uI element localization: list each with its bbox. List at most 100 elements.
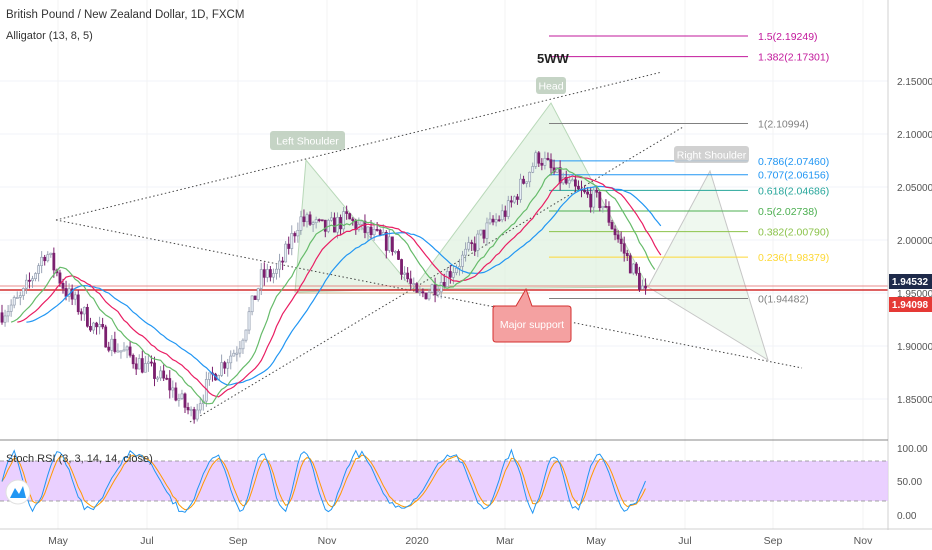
candle-body xyxy=(70,288,74,300)
time-tick-label: May xyxy=(48,535,69,547)
candle-body xyxy=(174,387,178,401)
candle-body xyxy=(516,196,519,200)
fib-level-label: 0.786(2.07460) xyxy=(758,156,829,168)
candle-body xyxy=(345,211,349,214)
candle-body xyxy=(577,185,580,190)
candle-body xyxy=(189,409,193,411)
candle-body xyxy=(180,393,184,399)
candle-body xyxy=(500,210,504,221)
stoch-label: Stoch RSI (3, 3, 14, 14, close) xyxy=(6,453,153,465)
right-shoulder-shape xyxy=(647,169,769,362)
candle-body xyxy=(15,297,19,299)
candle-body xyxy=(43,256,47,262)
time-tick-label: Nov xyxy=(318,535,337,547)
price-tick-label: 1.85000 xyxy=(897,395,932,406)
candles xyxy=(0,150,647,424)
candle-body xyxy=(320,219,324,222)
candle-body xyxy=(308,214,312,225)
price-pane xyxy=(0,0,888,440)
candle-body xyxy=(40,256,44,266)
price-tick-label: 1.95000 xyxy=(897,289,932,300)
candle-body xyxy=(296,230,300,237)
candle-body xyxy=(403,272,407,275)
candle-body xyxy=(512,196,516,203)
candle-body xyxy=(24,279,28,289)
candle-body xyxy=(400,259,403,275)
tradingview-logo-icon[interactable] xyxy=(5,479,31,505)
candle-body xyxy=(519,178,522,200)
time-tick-label: Jul xyxy=(140,535,153,547)
candle-body xyxy=(58,272,62,284)
candle-body xyxy=(634,263,638,274)
alligator-lines xyxy=(10,167,662,405)
candle-body xyxy=(570,179,574,182)
candle-body xyxy=(503,210,507,217)
candle-body xyxy=(171,387,175,391)
wave-label: 5WW xyxy=(537,51,570,66)
candle-body xyxy=(162,370,166,379)
candle-body xyxy=(506,200,510,217)
support-price-text: 1.94098 xyxy=(892,300,929,311)
alligator-lips-line xyxy=(10,167,656,405)
candle-body xyxy=(3,315,7,323)
candle-body xyxy=(235,352,239,355)
candle-body xyxy=(76,294,80,313)
candle-body xyxy=(485,222,489,239)
fib-level-label: 0.236(1.98379) xyxy=(758,252,829,264)
candle-body xyxy=(268,269,272,278)
fib-level-label: 0.5(2.02738) xyxy=(758,206,818,218)
candle-body xyxy=(369,226,373,236)
candle-body xyxy=(92,322,95,331)
price-tick-label: 1.90000 xyxy=(897,342,932,353)
candle-body xyxy=(192,409,196,420)
candle-body xyxy=(317,219,321,222)
candle-body xyxy=(366,226,370,233)
candle-body xyxy=(488,218,492,224)
time-tick-label: Sep xyxy=(764,535,783,547)
time-tick-label: Sep xyxy=(229,535,248,547)
candle-body xyxy=(147,361,150,364)
fib-retracement: 1.5(2.19249) 1.382(2.17301) 1(2.10994) 0.78… xyxy=(549,31,829,305)
price-tick-label: 2.15000 xyxy=(897,77,932,88)
candle-body xyxy=(564,176,568,184)
price-tick-label: 2.10000 xyxy=(897,130,932,141)
candle-body xyxy=(159,370,163,379)
candle-body xyxy=(101,324,105,328)
candle-body xyxy=(494,219,498,223)
candle-body xyxy=(0,312,4,323)
fib-level-label: 1.5(2.19249) xyxy=(758,31,818,43)
head-label: Head xyxy=(536,77,566,94)
candle-body xyxy=(427,292,431,300)
candle-body xyxy=(314,219,318,224)
candle-body xyxy=(244,329,248,341)
candle-body xyxy=(79,311,83,315)
candle-body xyxy=(592,189,596,208)
candle-body xyxy=(333,217,336,233)
candle-body xyxy=(98,324,102,328)
candle-body xyxy=(140,358,144,373)
candle-body xyxy=(479,229,483,235)
current-price-badge: 1.94532 xyxy=(889,274,932,289)
candle-body xyxy=(467,242,471,250)
fib-level-label: 0(1.94482) xyxy=(758,293,809,305)
fib-level-label: 1.382(2.17301) xyxy=(758,52,829,64)
candle-body xyxy=(473,243,477,251)
candle-body xyxy=(537,152,541,164)
candle-body xyxy=(445,271,449,287)
price-tick-label: 2.05000 xyxy=(897,183,932,194)
candle-body xyxy=(595,189,599,193)
stoch-tick-label: 100.00 xyxy=(897,444,928,455)
candle-body xyxy=(439,281,443,293)
alligator-jaw-line xyxy=(26,185,662,386)
candle-body xyxy=(534,152,538,167)
candle-body xyxy=(543,157,547,166)
candle-body xyxy=(104,326,108,348)
candle-body xyxy=(464,248,468,256)
candle-body xyxy=(116,350,120,353)
candle-body xyxy=(430,284,434,293)
candle-body xyxy=(198,403,202,411)
candle-body xyxy=(525,181,529,184)
candle-body xyxy=(208,372,211,380)
candle-body xyxy=(113,338,117,352)
